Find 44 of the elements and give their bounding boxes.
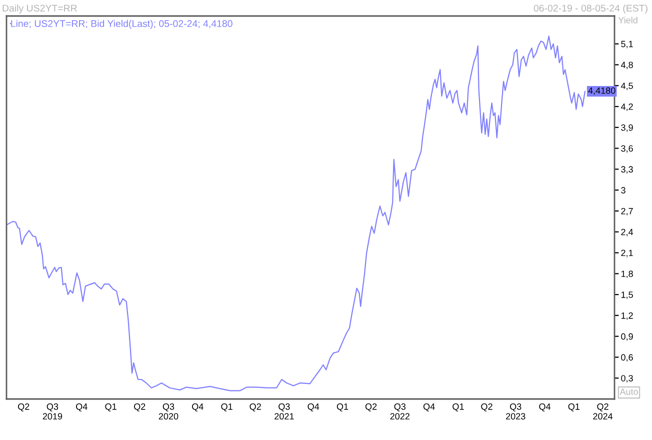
y-tick-label: 4,2 bbox=[620, 103, 633, 111]
text: Auto bbox=[620, 388, 638, 395]
x-tick-label: Q4 bbox=[192, 403, 204, 412]
x-tick-label: Q2 bbox=[18, 403, 30, 412]
x-tick-label: Q3 2022 bbox=[390, 403, 410, 420]
y-tick-label: 3,6 bbox=[621, 145, 633, 153]
x-tick-label: Q2 bbox=[365, 403, 377, 412]
x-tick-label: Q4 bbox=[76, 403, 88, 412]
x-tick-label: Q4 bbox=[308, 403, 320, 412]
x-tick-label: Q4 bbox=[423, 403, 435, 412]
x-tick-label: Q2 bbox=[134, 403, 146, 412]
x-tick-label: Q1 bbox=[336, 403, 348, 412]
legend-label: Line; US2YT=RR; Bid Yield(Last); 05-02-24; 4,4180 bbox=[11, 20, 232, 29]
y-tick-label: 0,9 bbox=[621, 333, 633, 341]
x-tick-label: Q1 bbox=[568, 403, 580, 412]
y-tick-label: 4,8 bbox=[620, 62, 633, 70]
x-tick-label: Q3 2021 bbox=[274, 403, 294, 420]
y-tick-label: 5,1 bbox=[621, 40, 633, 48]
annotation: 4,4180 bbox=[588, 87, 616, 95]
x-tick-label: Q3 2020 bbox=[158, 403, 178, 420]
x-tick-label: Q2 2024 bbox=[593, 403, 613, 420]
x-tick-label: Q3 2019 bbox=[42, 403, 62, 420]
chart-title: Daily US2YT=RR bbox=[2, 4, 77, 14]
y-tick-label: 3,3 bbox=[621, 166, 633, 174]
y-tick-label: 3 bbox=[621, 187, 626, 194]
y-tick-label: 1,5 bbox=[621, 292, 633, 299]
y-tick-label: 2,4 bbox=[621, 228, 634, 236]
y-tick-label: 0,3 bbox=[621, 375, 633, 383]
x-tick-label: Q2 bbox=[481, 403, 492, 412]
chart-subtitle: 06-02-19 - 08-05-24 (EST) bbox=[534, 4, 648, 14]
x-tick-label: Q1 bbox=[221, 403, 232, 412]
y-axis-title: Yield bbox=[618, 16, 638, 24]
y-tick-label: 1,8 bbox=[621, 270, 633, 278]
y-tick-label: 3,9 bbox=[621, 124, 633, 132]
x-tick-label: Q2 bbox=[250, 403, 261, 412]
y-tick-label: 2,7 bbox=[621, 208, 633, 216]
x-tick-label: Q1 bbox=[105, 403, 116, 412]
y-tick-label: 1,2 bbox=[621, 312, 633, 320]
y-tick-label: 2,1 bbox=[621, 250, 633, 258]
y-tick-label: 0,6 bbox=[621, 354, 633, 362]
x-tick-label: Q3 2023 bbox=[506, 403, 526, 420]
x-tick-label: Q4 bbox=[539, 403, 551, 412]
y-tick-label: 4,5 bbox=[620, 82, 633, 90]
x-tick-label: Q1 bbox=[452, 403, 464, 412]
